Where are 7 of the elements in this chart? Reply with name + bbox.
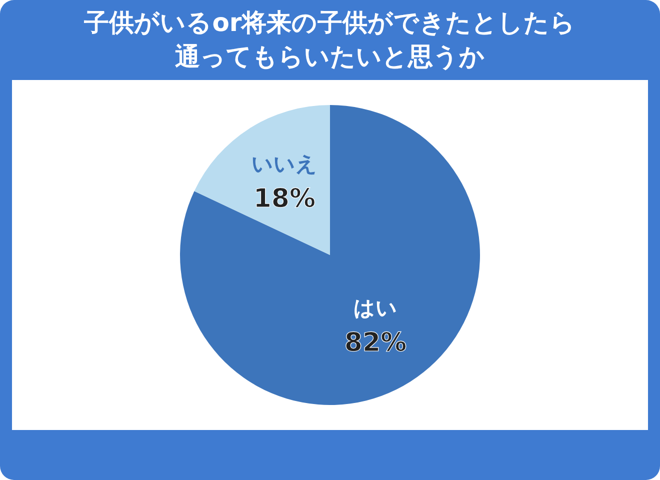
data-label: 18%	[253, 184, 316, 214]
pie-slice	[194, 105, 330, 255]
chart-title: 子供がいるor将来の子供ができたとしたら通ってもらいたいと思うか	[83, 7, 577, 73]
pie-slice	[180, 105, 480, 405]
slice-label: いいえ	[251, 152, 318, 176]
slice-label: はい	[354, 296, 398, 320]
data-label: 82%	[344, 328, 407, 358]
